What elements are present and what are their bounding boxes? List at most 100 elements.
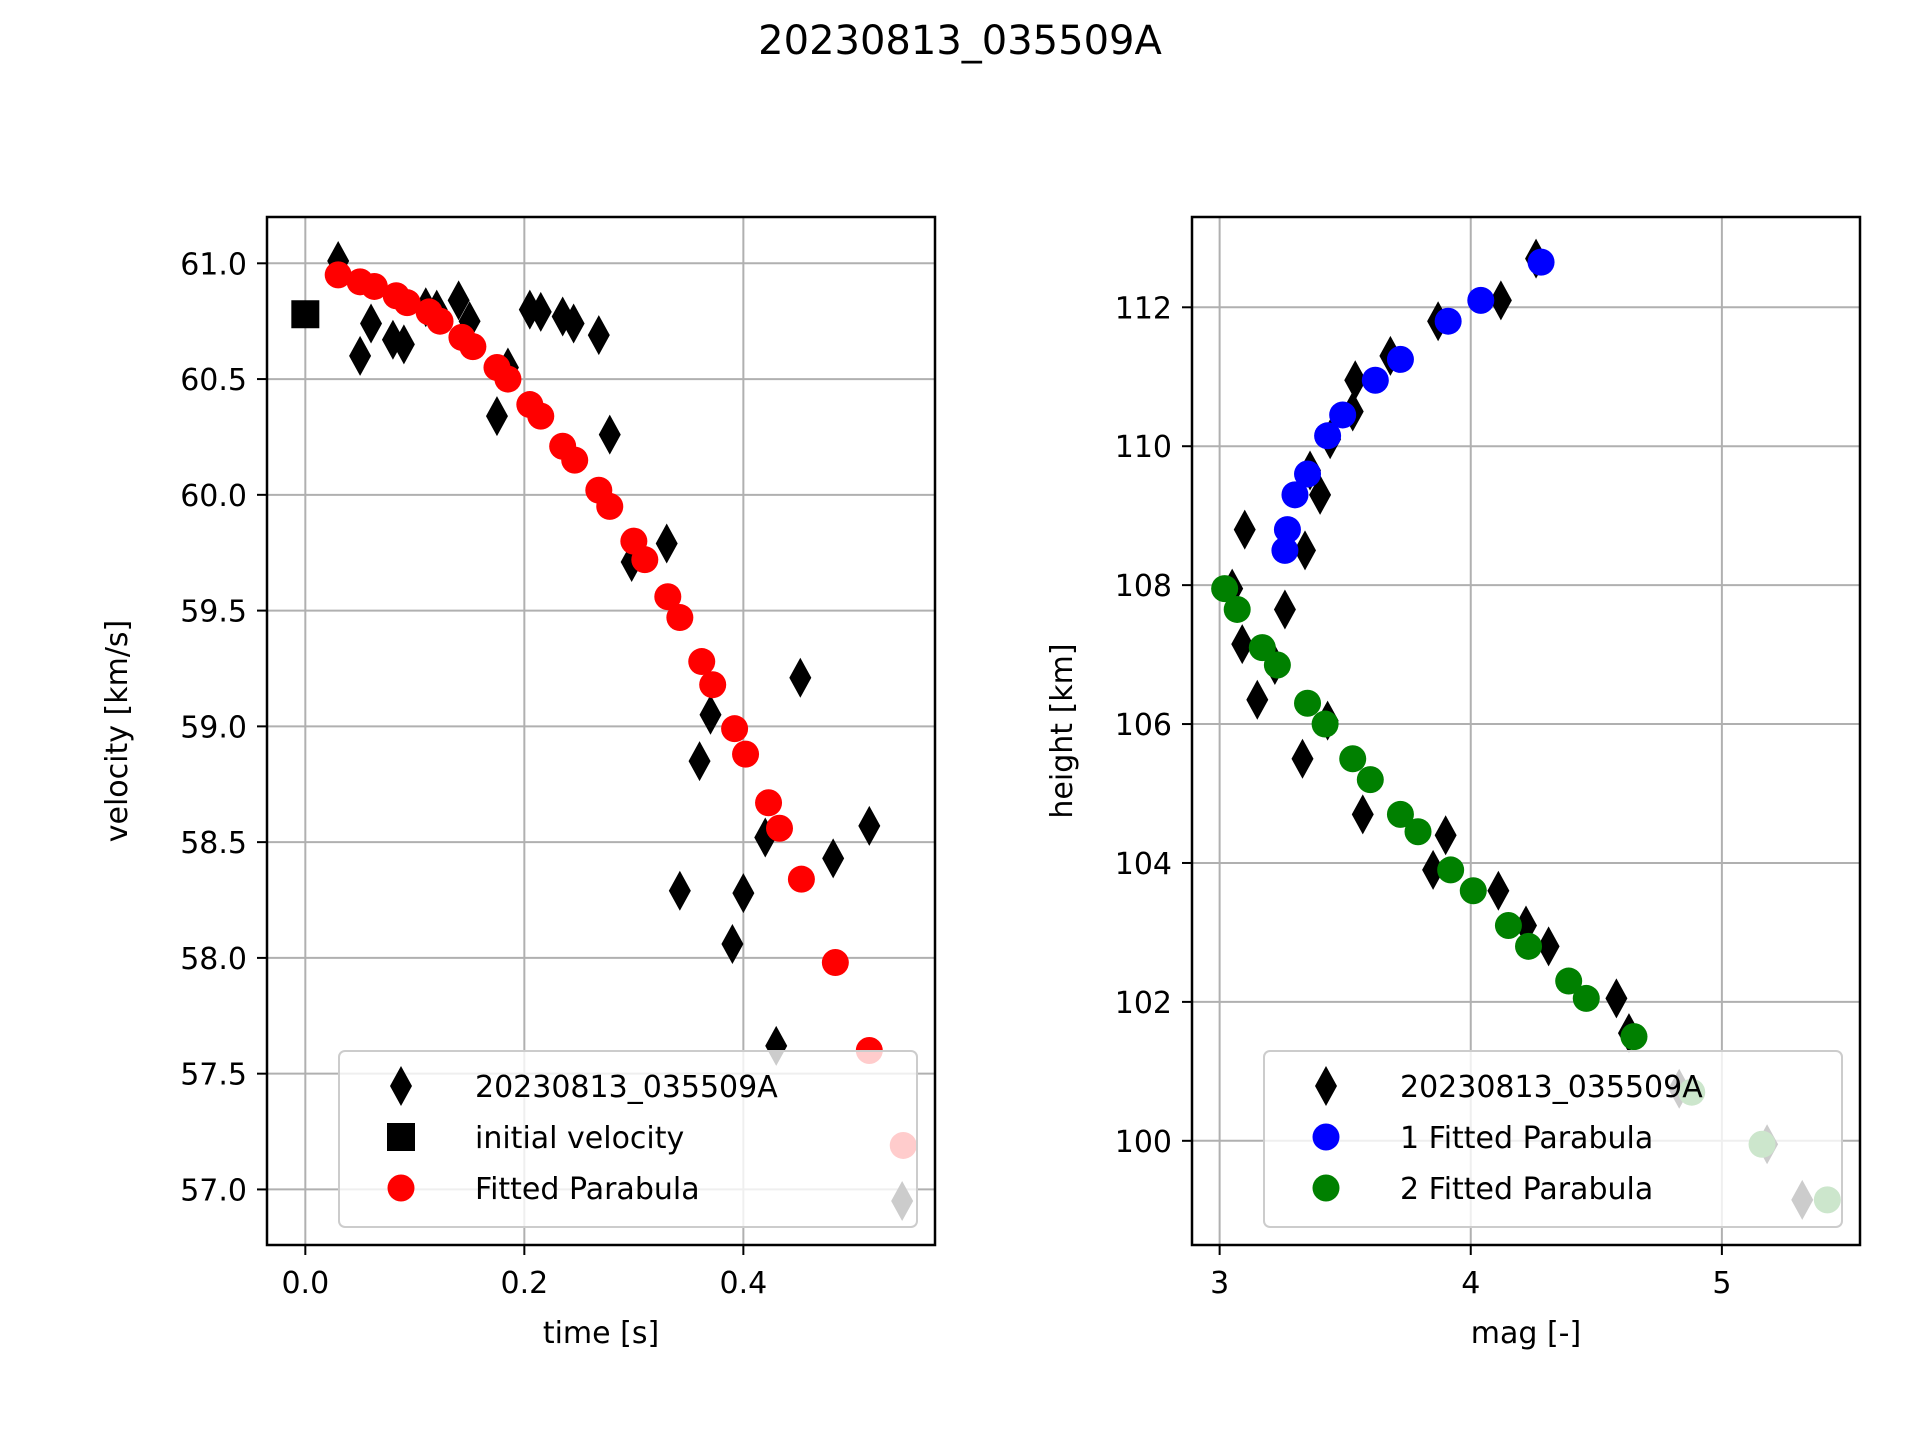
data-point [1422,849,1445,890]
legend-marker [1315,1066,1337,1106]
data-point [596,492,624,520]
data-point [688,648,716,676]
data-point [360,272,388,300]
data-point [1329,401,1357,429]
data-point [1487,870,1510,911]
data-point [1515,932,1543,960]
data-point [765,814,793,842]
data-point [485,396,508,437]
data-point [821,949,849,977]
y-tick-label: 106 [1115,708,1172,743]
data-point [1223,595,1251,623]
data-point [721,715,749,743]
data-point [529,291,552,332]
y-tick-label: 59.5 [180,595,247,630]
data-point [732,740,760,768]
data-point [1404,818,1432,846]
data-point [732,873,755,914]
data-point [1233,509,1256,550]
data-point [1494,911,1522,939]
y-axis-label: velocity [km/s] [100,620,135,843]
data-point [349,335,372,376]
axes-frame [1190,215,1862,1247]
x-tick-label: 0.0 [281,1266,329,1301]
data-point [787,865,815,893]
data-point [1294,689,1322,717]
data-point [1434,815,1457,856]
data-point [459,333,487,361]
x-tick-label: 3 [1210,1266,1229,1301]
legend-frame [1263,1050,1843,1228]
y-tick-label: 58.5 [180,826,247,861]
data-point [527,402,555,430]
data-point [655,523,678,564]
axes-frame [265,215,937,1247]
x-axis-label: mag [-] [1471,1316,1581,1351]
data-point [1294,530,1317,571]
x-tick-label: 0.4 [720,1266,768,1301]
data-point [1291,738,1314,779]
data-point [1386,800,1414,828]
data-point [1211,575,1239,603]
data-point [392,324,415,365]
y-tick-label: 108 [1115,569,1172,604]
data-point [1527,248,1555,276]
data-point [1281,481,1309,509]
data-point [1339,745,1367,773]
data-point [1231,624,1254,665]
data-point [1294,460,1322,488]
y-tick-label: 112 [1115,291,1172,326]
y-tick-label: 57.5 [180,1058,247,1093]
x-axis-label: time [s] [543,1316,659,1351]
legend-label: 1 Fitted Parabula [1400,1121,1653,1156]
legend-label: 2 Fitted Parabula [1400,1172,1653,1207]
data-point [1459,877,1487,905]
data-point [699,671,727,699]
legend-label: 20230813_035509A [1400,1070,1703,1105]
data-point [324,261,352,289]
y-axis-label: height [km] [1045,643,1080,818]
y-tick-label: 110 [1115,430,1172,465]
y-tick-label: 59.0 [180,710,247,745]
data-point [291,300,320,329]
data-point [1351,794,1374,835]
data-point [1386,345,1414,373]
y-tick-label: 58.0 [180,942,247,977]
data-point [1537,926,1560,967]
data-point [447,280,470,321]
data-point [1273,589,1296,630]
legend-frame [338,1050,918,1228]
data-point [789,657,812,698]
data-point [654,583,682,611]
data-point [755,789,783,817]
data-point [1434,307,1462,335]
data-point [598,414,621,455]
data-point [699,694,722,735]
y-tick-label: 102 [1115,986,1172,1021]
legend-marker [1312,1123,1340,1151]
legend-marker [390,1066,412,1106]
legend-label: Fitted Parabula [475,1172,700,1207]
data-point [1572,984,1600,1012]
legend-marker [1312,1174,1340,1202]
legend: 20230813_035509A 1 Fitted Parabula 2 Fitte… [1263,1050,1843,1228]
data-point [1271,536,1299,564]
data-point [1344,360,1367,401]
legend-marker [387,1174,415,1202]
legend-label: 20230813_035509A [475,1070,778,1105]
legend-marker [387,1123,415,1151]
data-point [1361,366,1389,394]
y-tick-label: 60.0 [180,479,247,514]
data-point [1356,766,1384,794]
x-tick-label: 4 [1461,1266,1480,1301]
data-point [562,303,585,344]
data-point [587,315,610,356]
data-point [1263,651,1291,679]
data-point [1311,710,1339,738]
y-tick-label: 61.0 [180,247,247,282]
data-point [1246,679,1269,720]
y-tick-label: 60.5 [180,363,247,398]
y-tick-label: 57.0 [180,1173,247,1208]
data-point [494,365,522,393]
